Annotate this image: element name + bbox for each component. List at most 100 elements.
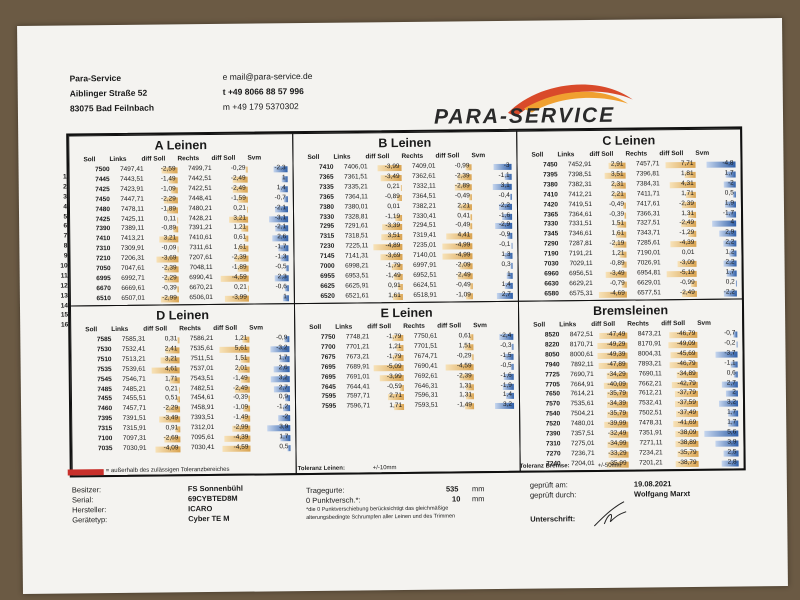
cell-links: 7597,71 (346, 392, 370, 400)
cell-svm: 3,2 (726, 398, 737, 406)
cell-links: 7423,91 (120, 185, 144, 193)
cell-diff: -35,79 (607, 390, 626, 398)
deviation-bar (246, 206, 248, 213)
cell-links: 6507,01 (121, 294, 145, 302)
cell-rechts: 7140,01 (412, 251, 437, 259)
cell-rechts: 8170,91 (637, 340, 662, 348)
cell-links: 7673,21 (345, 353, 370, 361)
cell-rechts: 7701,51 (413, 342, 438, 350)
deviation-bar (177, 246, 179, 253)
column-header-diff2: diff Soll (211, 154, 236, 162)
cell-links: 6625,91 (345, 282, 369, 290)
cell-svm: 1 (507, 270, 511, 278)
cell-links: 7513,21 (122, 355, 146, 363)
cell-soll: 7450 (95, 195, 110, 203)
cell-rechts: 7692,61 (414, 372, 438, 380)
cell-links: 7291,61 (344, 222, 369, 230)
cell-diff2: -4,59 (456, 361, 472, 370)
cell-svm: -0,7 (724, 329, 736, 337)
cell-diff: -1,79 (385, 262, 401, 270)
cell-diff: -40,09 (607, 380, 626, 388)
cell-soll: 7310 (95, 245, 111, 253)
cell-diff2: 1,51 (234, 354, 248, 362)
cell-links: 7504,21 (570, 410, 595, 418)
cell-svm: 2,7 (501, 290, 511, 298)
cell-soll: 7190 (543, 250, 559, 258)
cell-rechts: 7319,41 (412, 231, 437, 240)
cell-diff2: -2,49 (680, 288, 695, 296)
cell-diff2: 5,61 (234, 344, 248, 352)
cell-links: 7585,31 (121, 335, 146, 343)
cell-soll: 7585 (96, 336, 112, 344)
cell-diff2: -2,99 (233, 423, 249, 431)
cell-rechts: 7690,41 (414, 362, 438, 370)
column-header-diff2: diff Soll (659, 150, 684, 158)
cell-diff: -3,69 (385, 252, 401, 260)
cell-links: 7614,21 (570, 390, 594, 398)
cell-soll: 7460 (97, 405, 113, 413)
column-header-rechts: Rechts (625, 150, 648, 158)
cell-rechts: 7201,21 (639, 458, 663, 467)
column-header-diff2: diff Soll (213, 324, 238, 332)
cell-soll: 7230 (319, 242, 335, 251)
deviation-bar (511, 343, 514, 350)
deviation-bar (245, 166, 248, 173)
cell-soll: 7335 (319, 183, 334, 191)
column-header-rechts: Rechts (403, 322, 425, 330)
cell-diff2: -2,49 (455, 271, 471, 279)
cell-links: 7539,61 (122, 365, 146, 373)
cell-diff: -49,29 (606, 340, 626, 348)
cell-diff2: -1,49 (457, 401, 473, 409)
cell-svm: -2,2 (723, 288, 735, 296)
carry-unit: mm (471, 484, 485, 494)
cell-links: 7389,11 (121, 225, 145, 233)
cell-diff: -2,59 (160, 165, 176, 173)
cell-links: 6998,21 (345, 262, 369, 270)
cell-soll: 7445 (95, 175, 110, 184)
cell-svm: -3,1 (274, 213, 287, 221)
zero-note-2: alterungsbedingte Schrumpfen aller Leine… (306, 513, 456, 522)
row-number: 2 (63, 183, 67, 191)
cell-soll: 7480 (95, 205, 111, 213)
cell-soll: 7295 (319, 223, 335, 231)
cell-soll: 6520 (320, 292, 335, 300)
carry-value: 535 (445, 484, 459, 494)
cell-svm: -2,4 (500, 331, 512, 339)
cell-rechts: 7312,01 (190, 424, 215, 432)
cell-rechts: 7543,51 (190, 374, 214, 382)
zero-value: 10 (451, 494, 461, 504)
cell-rechts: 6954,81 (637, 269, 661, 277)
cell-soll: 7380 (319, 203, 334, 211)
cell-links: 7412,21 (568, 190, 592, 198)
cell-svm: 1,4 (276, 184, 286, 192)
deviation-bar (736, 341, 738, 348)
cell-diff: 2,71 (389, 392, 402, 400)
cell-diff2: -46,79 (676, 329, 696, 338)
column-header-links: Links (335, 323, 353, 331)
column-header-svm: Svm (473, 322, 487, 330)
panel-a-leinen: A Leinen Soll Links diff Soll Rechts diff Sol… (68, 133, 295, 307)
cell-svm: -1,1 (498, 171, 510, 179)
cell-svm: -2,3 (274, 164, 286, 172)
cell-rechts: 7382,21 (412, 202, 436, 210)
cell-diff: -33,29 (608, 449, 627, 457)
cell-diff: 0,21 (387, 182, 400, 190)
panel-title: B Leinen (378, 135, 432, 151)
cell-rechts: 6518,91 (413, 291, 437, 299)
panel-title: A Leinen (154, 138, 208, 153)
cell-diff: -1,49 (160, 175, 176, 183)
column-header-rechts: Rechts (179, 325, 201, 333)
cell-diff2: -2,49 (232, 384, 248, 392)
cell-soll: 7290 (543, 240, 559, 248)
cell-rechts: 7391,21 (188, 224, 213, 232)
cell-svm: 0,6 (726, 369, 736, 377)
company-mobile: m +49 179 5370302 (222, 101, 299, 112)
cell-rechts: 7690,11 (638, 369, 662, 378)
cell-diff2: -0,99 (454, 162, 470, 170)
cell-diff2: -42,79 (677, 379, 696, 387)
cell-diff2: 1,31 (459, 391, 472, 399)
cell-soll: 7540 (545, 410, 561, 418)
column-header-links: Links (557, 151, 575, 159)
cell-links: 6669,61 (121, 284, 145, 292)
cell-rechts: 7457,71 (635, 160, 660, 168)
